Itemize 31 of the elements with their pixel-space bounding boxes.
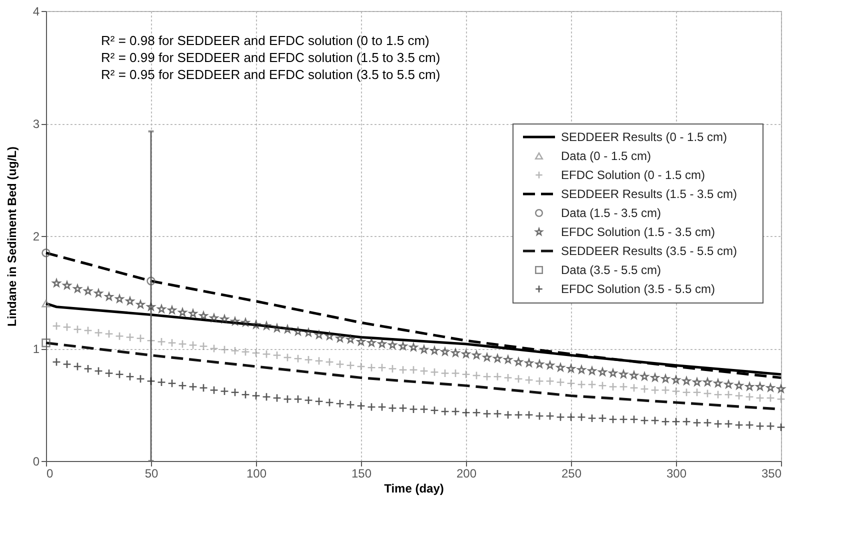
x-tick-label: 150 [351, 466, 372, 480]
x-tick-label: 200 [456, 466, 477, 480]
x-axis-title: Time (day) [384, 482, 444, 496]
legend-label: Data (1.5 - 3.5 cm) [561, 206, 662, 220]
legend-label: SEDDEER Results (1.5 - 3.5 cm) [561, 187, 738, 201]
legend-label: EFDC Solution (1.5 - 3.5 cm) [561, 225, 716, 239]
y-tick-label: 2 [32, 230, 40, 244]
annotation: R² = 0.98 for SEDDEER and EFDC solution (0 to 1.5 cm) [101, 33, 430, 48]
x-tick-label: 300 [666, 466, 687, 480]
annotation: R² = 0.95 for SEDDEER and EFDC solution (3.5 to 5.5 cm) [101, 67, 440, 82]
y-tick-label: 0 [32, 454, 40, 468]
legend-label: EFDC Solution (0 - 1.5 cm) [561, 168, 706, 182]
y-tick-label: 3 [32, 117, 40, 131]
legend-label: EFDC Solution (3.5 - 5.5 cm) [561, 282, 716, 296]
y-tick-label: 4 [32, 4, 40, 18]
legend-label: Data (3.5 - 5.5 cm) [561, 263, 662, 277]
legend-label: SEDDEER Results (0 - 1.5 cm) [561, 130, 728, 144]
point [42, 338, 50, 348]
x-tick-label: 50 [144, 466, 158, 480]
annotation: R² = 0.99 for SEDDEER and EFDC solution (1.5 to 3.5 cm) [101, 50, 440, 65]
point [146, 276, 156, 286]
x-tick-label: 0 [46, 466, 54, 480]
x-tick-label: 350 [761, 466, 782, 480]
legend-label: SEDDEER Results (3.5 - 5.5 cm) [561, 244, 738, 258]
x-tick-label: 250 [561, 466, 582, 480]
x-tick-label: 100 [246, 466, 267, 480]
legend-label: Data (0 - 1.5 cm) [561, 149, 652, 163]
point [42, 248, 50, 258]
point [42, 300, 50, 308]
y-axis-title: Lindane in Sediment Bed (ug/L) [4, 146, 19, 326]
y-tick-label: 1 [32, 342, 40, 356]
